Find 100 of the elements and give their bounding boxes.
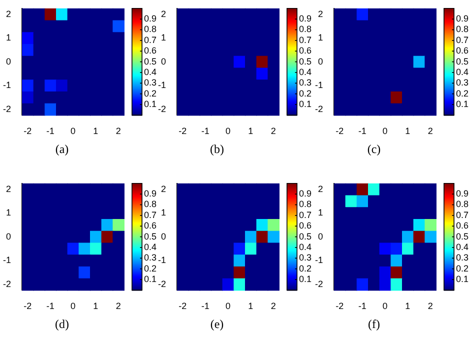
color-bar-label: 0.9 (299, 14, 312, 24)
color-bar-label: 0.7 (299, 34, 312, 45)
y-tick-label: -2 (158, 104, 166, 114)
text: (a) (54, 142, 70, 157)
color-bar-label: 0.3 (144, 252, 157, 263)
color-bar-label: 0.8 (144, 199, 157, 210)
color-bar-label: 0.7 (456, 210, 469, 220)
text: (d) (54, 317, 70, 332)
color-bar-label: 0.8 (299, 199, 312, 210)
color-bar-label: 0.1 (456, 274, 469, 284)
x-tick-label: -2 (336, 301, 344, 312)
color-bar-label: 0.2 (456, 263, 469, 274)
color-bar-label: 0.9 (144, 14, 157, 24)
color-bar-label: 0.5 (144, 56, 157, 66)
color-bar-label: 0.2 (144, 88, 157, 98)
color-bar-label: 0.9 (456, 188, 469, 199)
y-tick-label: 2 (6, 8, 11, 19)
y-tick-label: 2 (318, 184, 323, 194)
x-tick-label: -1 (46, 126, 54, 136)
x-tick-label: -1 (201, 126, 210, 136)
color-bar-label: 0.4 (299, 66, 312, 77)
color-bar-label: 0.3 (299, 252, 312, 263)
color-bar-label: 0.5 (456, 231, 469, 242)
color-bar-label: 0.8 (456, 24, 469, 34)
x-tick-label: -1 (358, 301, 366, 312)
y-tick-label: -2 (2, 278, 11, 289)
y-tick-label: -1 (314, 255, 323, 266)
color-bar-label: 0.6 (456, 220, 469, 231)
y-tick-label: 2 (160, 8, 166, 19)
y-tick-label: 1 (6, 32, 11, 43)
x-tick-label: 1 (248, 126, 254, 136)
x-tick-label: 2 (270, 126, 276, 136)
x-tick-label: 1 (93, 126, 98, 136)
y-tick-label: 2 (6, 184, 11, 194)
x-tick-label: -1 (201, 301, 210, 312)
color-bar-label: 0.8 (299, 24, 312, 34)
color-bar-label: 0.1 (299, 99, 312, 110)
x-tick-label: 0 (70, 126, 76, 136)
color-bar-label: 0.2 (144, 263, 157, 274)
text: (c) (366, 142, 382, 157)
color-bar-label: 0.5 (299, 56, 312, 66)
color-bar-label: 0.1 (456, 99, 469, 110)
color-bar-label: 0.5 (456, 56, 469, 66)
y-tick-label: 0 (160, 56, 166, 66)
x-tick-label: -2 (336, 126, 344, 136)
x-tick-label: 1 (248, 301, 254, 312)
x-tick-label: 2 (116, 126, 121, 136)
y-tick-label: 0 (318, 56, 323, 66)
color-bar-label: 0.2 (299, 263, 312, 274)
x-tick-label: 0 (382, 126, 388, 136)
color-bar-label: 0.3 (144, 78, 157, 88)
x-tick-label: -1 (46, 301, 54, 312)
x-tick-label: 0 (70, 301, 76, 312)
color-bar-label: 0.3 (456, 78, 469, 88)
color-bar-label: 0.6 (456, 46, 469, 56)
y-tick-label: -1 (158, 80, 166, 90)
y-tick-label: 2 (318, 8, 323, 19)
color-bar-label: 0.7 (456, 34, 469, 45)
x-tick-label: -2 (24, 126, 32, 136)
color-bar-label: 0.7 (144, 210, 157, 220)
x-tick-label: 2 (428, 301, 433, 312)
color-bar-label: 0.6 (144, 46, 157, 56)
x-tick-label: 0 (382, 301, 388, 312)
x-tick-label: -1 (358, 126, 366, 136)
x-tick-label: -2 (178, 301, 187, 312)
x-tick-label: 2 (428, 126, 433, 136)
color-bar-label: 0.4 (456, 66, 469, 77)
x-tick-label: 2 (270, 301, 276, 312)
color-bar-label: 0.7 (144, 34, 157, 45)
color-bar-label: 0.7 (299, 210, 312, 220)
y-tick-label: 1 (160, 32, 166, 43)
color-bar-label: 0.6 (144, 220, 157, 231)
color-bar-label: 0.8 (144, 24, 157, 34)
y-tick-label: 1 (318, 208, 323, 218)
color-bar-label: 0.3 (456, 252, 469, 263)
text: (f) (367, 317, 381, 332)
y-tick-label: 1 (318, 32, 323, 43)
x-tick-label: 1 (93, 301, 98, 312)
y-tick-label: 1 (160, 208, 166, 218)
y-tick-label: -2 (2, 104, 11, 114)
y-tick-label: -2 (158, 278, 166, 289)
y-tick-label: 0 (6, 56, 11, 66)
y-tick-label: -1 (2, 80, 11, 90)
color-bar-label: 0.1 (144, 274, 157, 284)
color-bar-label: 0.1 (144, 99, 157, 110)
y-tick-label: 1 (6, 208, 11, 218)
y-tick-label: -2 (314, 278, 323, 289)
color-bar-label: 0.1 (299, 274, 312, 284)
color-bar-label: 0.4 (144, 66, 157, 77)
y-tick-label: 0 (318, 231, 323, 242)
color-bar-label: 0.6 (299, 46, 312, 56)
x-tick-label: -2 (178, 126, 187, 136)
text: (e) (209, 317, 225, 332)
color-bar-label: 0.5 (144, 231, 157, 242)
x-tick-label: -2 (24, 301, 32, 312)
y-tick-label: -2 (314, 104, 323, 114)
color-bar-label: 0.3 (299, 78, 312, 88)
color-bar-label: 0.2 (299, 88, 312, 98)
x-tick-label: 0 (225, 126, 231, 136)
color-bar-label: 0.9 (456, 14, 469, 24)
